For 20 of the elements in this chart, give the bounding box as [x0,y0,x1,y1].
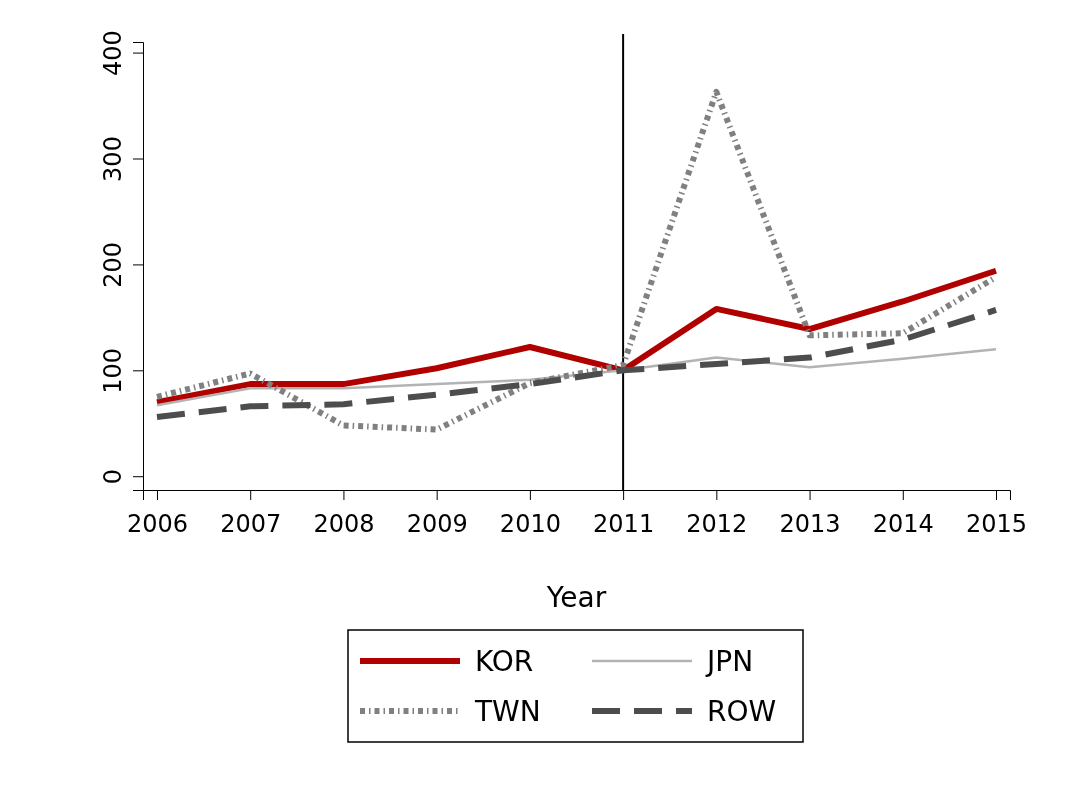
x-tick-label: 2013 [779,509,841,538]
x-tick-label: 2008 [313,509,375,538]
x-tick-label: 2009 [406,509,468,538]
y-tick-label: 400 [99,30,127,76]
legend-label: ROW [707,695,777,728]
x-tick-label: 2012 [686,509,748,538]
x-tick-label: 2007 [220,509,282,538]
y-tick-label: 0 [99,469,127,485]
y-tick-label: 100 [99,347,127,394]
x-tick-label: 2014 [872,509,934,538]
legend-label: TWN [474,695,541,728]
legend-label: KOR [475,645,534,678]
x-tick-label: 2011 [593,509,655,538]
x-tick-label: 2006 [126,509,189,538]
x-axis-title: Year [545,581,607,614]
y-tick-label: 200 [99,242,127,288]
legend-label: JPN [705,645,754,678]
x-tick-label: 2015 [965,509,1028,538]
x-tick-label: 2010 [499,509,561,538]
y-tick-label: 300 [99,136,127,182]
